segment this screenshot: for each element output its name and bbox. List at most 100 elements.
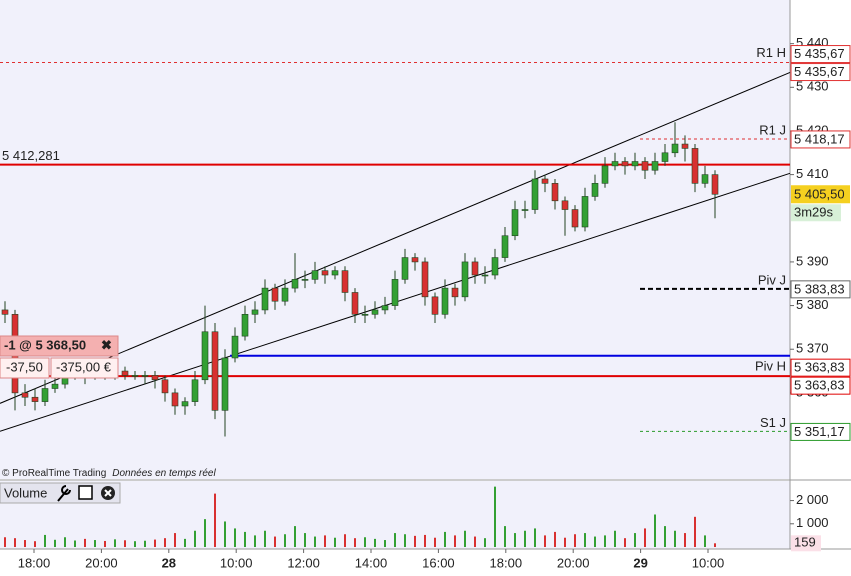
candle-body: [421, 261, 429, 298]
level-value: 5 435,67: [794, 64, 845, 79]
volume-bar: [684, 533, 686, 547]
volume-bar: [314, 536, 316, 547]
volume-bar: [114, 539, 116, 547]
volume-bar: [264, 530, 266, 547]
position-label: -1 @ 5 368,50: [4, 337, 86, 352]
volume-bar: [614, 530, 616, 547]
candle-body: [31, 396, 39, 402]
volume-bar: [434, 537, 436, 547]
volume-bar: [644, 528, 646, 547]
candle-body: [141, 375, 149, 377]
y-tick-label: 2 000: [796, 492, 829, 507]
candle-body: [561, 200, 569, 210]
level-value: 5 383,83: [794, 281, 845, 296]
candle-body: [361, 314, 369, 316]
candle-body: [591, 183, 599, 197]
candle-body: [451, 287, 459, 298]
level-value: 5 351,17: [794, 424, 845, 439]
volume-bar: [504, 526, 506, 547]
volume-bar: [534, 528, 536, 547]
x-tick-label: 12:00: [287, 555, 320, 570]
x-tick-label: 10:00: [220, 555, 253, 570]
level-box: [790, 130, 851, 149]
volume-bar: [154, 539, 156, 547]
candle-body: [551, 183, 559, 202]
volume-bar: [714, 543, 716, 547]
candle-body: [651, 161, 659, 171]
volume-bar: [344, 534, 346, 547]
candle-body: [331, 270, 339, 276]
candle-body: [411, 257, 419, 263]
candle-body: [151, 375, 159, 381]
volume-bar: [304, 533, 306, 547]
volume-bar: [564, 537, 566, 547]
countdown: 3m29s: [794, 205, 834, 220]
level-name: Piv J: [758, 272, 786, 287]
candle-body: [401, 257, 409, 280]
candle-body: [211, 331, 219, 411]
candle-body: [201, 331, 209, 381]
pnl-box: [50, 357, 119, 379]
x-tick-label: 14:00: [355, 555, 388, 570]
y-tick-label: 5 370: [796, 341, 829, 356]
pnl-box: [0, 357, 50, 379]
window-icon[interactable]: [78, 485, 93, 500]
volume-bar: [604, 535, 606, 547]
volume-bar: [514, 533, 516, 547]
y-tick-label: 5 390: [796, 253, 829, 268]
candle-body: [1, 309, 9, 315]
y-tick-label: 5 430: [796, 79, 829, 94]
x-tick-label: 18:00: [18, 555, 51, 570]
price-panel: [0, 0, 790, 479]
reference-label: 5 412,281: [2, 148, 60, 163]
candle-body: [571, 209, 579, 228]
pnl-points: -37,50: [6, 359, 43, 374]
candle-body: [271, 287, 279, 302]
candle-body: [701, 174, 709, 184]
candle-body: [441, 287, 449, 315]
last-price-label: 5 405,50: [794, 187, 845, 202]
candle-body: [51, 383, 59, 389]
volume-bar: [4, 537, 6, 547]
y-tick-label: 5 380: [796, 297, 829, 312]
pnl-amount: -375,00 €: [56, 359, 112, 374]
level-value: 5 418,17: [794, 131, 845, 146]
volume-bar: [704, 535, 706, 547]
volume-bar: [34, 541, 36, 547]
x-tick-label: 18:00: [490, 555, 523, 570]
volume-bar: [674, 530, 676, 547]
volume-bar: [494, 486, 496, 547]
last-volume-label: 159: [794, 535, 816, 550]
close-icon[interactable]: ✖: [101, 337, 112, 352]
volume-bar: [544, 535, 546, 547]
volume-bar: [244, 531, 246, 547]
volume-bar: [194, 530, 196, 547]
candle-body: [501, 235, 509, 258]
volume-bar: [594, 536, 596, 547]
candle-body: [351, 292, 359, 315]
candle-body: [191, 379, 199, 402]
volume-bar: [44, 534, 46, 547]
candle-body: [581, 196, 589, 228]
position-box: [0, 335, 119, 357]
volume-bar: [424, 534, 426, 547]
close-x: [104, 489, 112, 497]
wrench-icon[interactable]: [57, 485, 71, 502]
volume-bar: [654, 514, 656, 547]
candle-body: [41, 388, 49, 402]
volume-bar: [74, 540, 76, 547]
candle-body: [301, 279, 309, 281]
volume-bar: [414, 535, 416, 547]
candle-body: [621, 161, 629, 167]
candle-body: [241, 314, 249, 337]
volume-bar: [24, 540, 26, 547]
volume-bar: [94, 540, 96, 547]
volume-bar: [554, 531, 556, 547]
candle-body: [21, 392, 29, 398]
level-name: S1 J: [760, 415, 786, 430]
x-tick-label: 10:00: [692, 555, 725, 570]
candle-body: [481, 274, 489, 277]
volume-bar: [104, 540, 106, 547]
volume-bar: [214, 493, 216, 547]
